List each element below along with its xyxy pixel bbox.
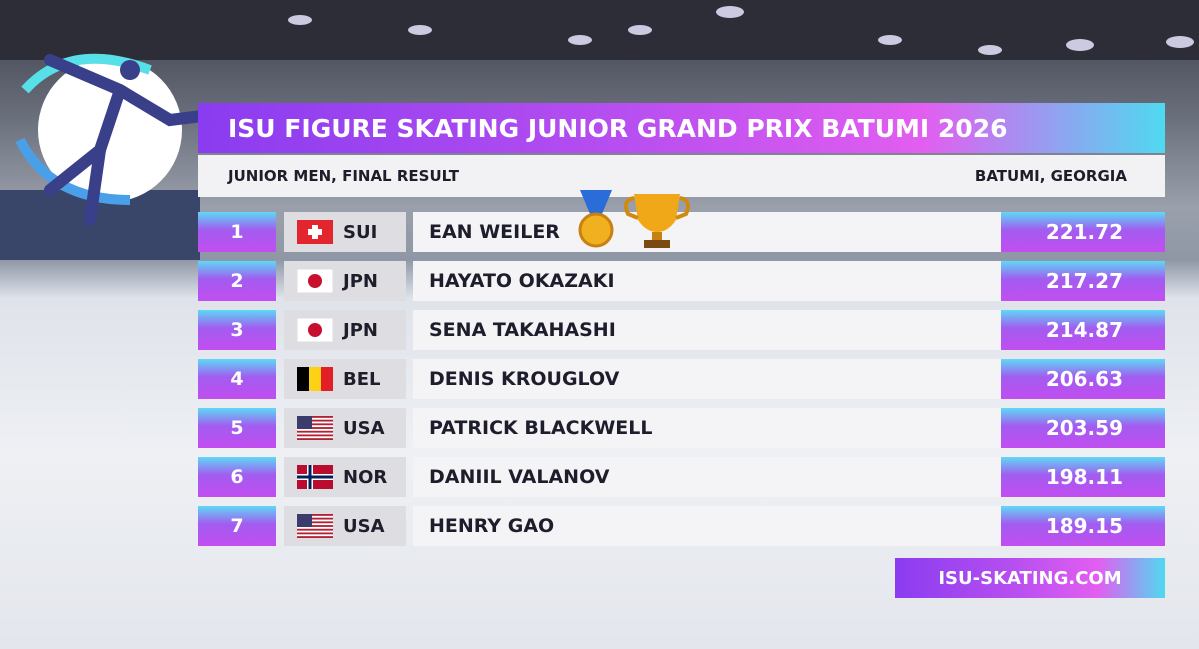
flag <box>297 269 333 293</box>
flag <box>297 465 333 489</box>
country-cell: BEL <box>284 359 406 399</box>
logo <box>15 53 216 226</box>
flag <box>297 514 333 538</box>
subtitle-bar: JUNIOR MEN, FINAL RESULT BATUMI, GEORGIA <box>198 155 1165 197</box>
rank-cell: 5 <box>198 408 276 448</box>
country-code: USA <box>343 515 385 537</box>
score-cell: 221.72 <box>1001 212 1165 252</box>
country-cell: USA <box>284 408 406 448</box>
country-code: BEL <box>343 368 381 390</box>
country-code: JPN <box>343 319 378 341</box>
title: ISU FIGURE SKATING JUNIOR GRAND PRIX BAT… <box>228 113 1008 143</box>
score-cell: 189.15 <box>1001 506 1165 546</box>
flag <box>297 416 333 440</box>
rank-cell: 1 <box>198 212 276 252</box>
rank-cell: 7 <box>198 506 276 546</box>
athlete-name: EAN WEILER <box>413 212 1001 252</box>
rank-cell: 6 <box>198 457 276 497</box>
country-cell: USA <box>284 506 406 546</box>
score-cell: 214.87 <box>1001 310 1165 350</box>
flag <box>297 318 333 342</box>
athlete-name: DANIIL VALANOV <box>413 457 1001 497</box>
country-code: USA <box>343 417 385 439</box>
score-cell: 203.59 <box>1001 408 1165 448</box>
footer-url: ISU-SKATING.COM <box>938 567 1122 589</box>
location: BATUMI, GEORGIA <box>974 167 1127 185</box>
flag <box>297 367 333 391</box>
country-cell: JPN <box>284 310 406 350</box>
country-cell: JPN <box>284 261 406 301</box>
arena-decor <box>0 0 1199 260</box>
athlete-name: HENRY GAO <box>413 506 1001 546</box>
country-code: NOR <box>343 466 388 488</box>
rank-cell: 3 <box>198 310 276 350</box>
title-bar: ISU FIGURE SKATING JUNIOR GRAND PRIX BAT… <box>198 103 1165 153</box>
footer-bar: ISU-SKATING.COM <box>895 558 1165 598</box>
medal-trophy-icons <box>578 190 690 248</box>
country-code: JPN <box>343 270 378 292</box>
score-cell: 217.27 <box>1001 261 1165 301</box>
athlete-name: SENA TAKAHASHI <box>413 310 1001 350</box>
athlete-name: HAYATO OKAZAKI <box>413 261 1001 301</box>
subtitle: JUNIOR MEN, FINAL RESULT <box>228 167 459 185</box>
athlete-name: PATRICK BLACKWELL <box>413 408 1001 448</box>
rank-cell: 4 <box>198 359 276 399</box>
score-cell: 206.63 <box>1001 359 1165 399</box>
rank-cell: 2 <box>198 261 276 301</box>
country-cell: NOR <box>284 457 406 497</box>
score-cell: 198.11 <box>1001 457 1165 497</box>
athlete-name: DENIS KROUGLOV <box>413 359 1001 399</box>
country-code: SUI <box>343 221 378 243</box>
country-cell: SUI <box>284 212 406 252</box>
flag <box>297 220 333 244</box>
